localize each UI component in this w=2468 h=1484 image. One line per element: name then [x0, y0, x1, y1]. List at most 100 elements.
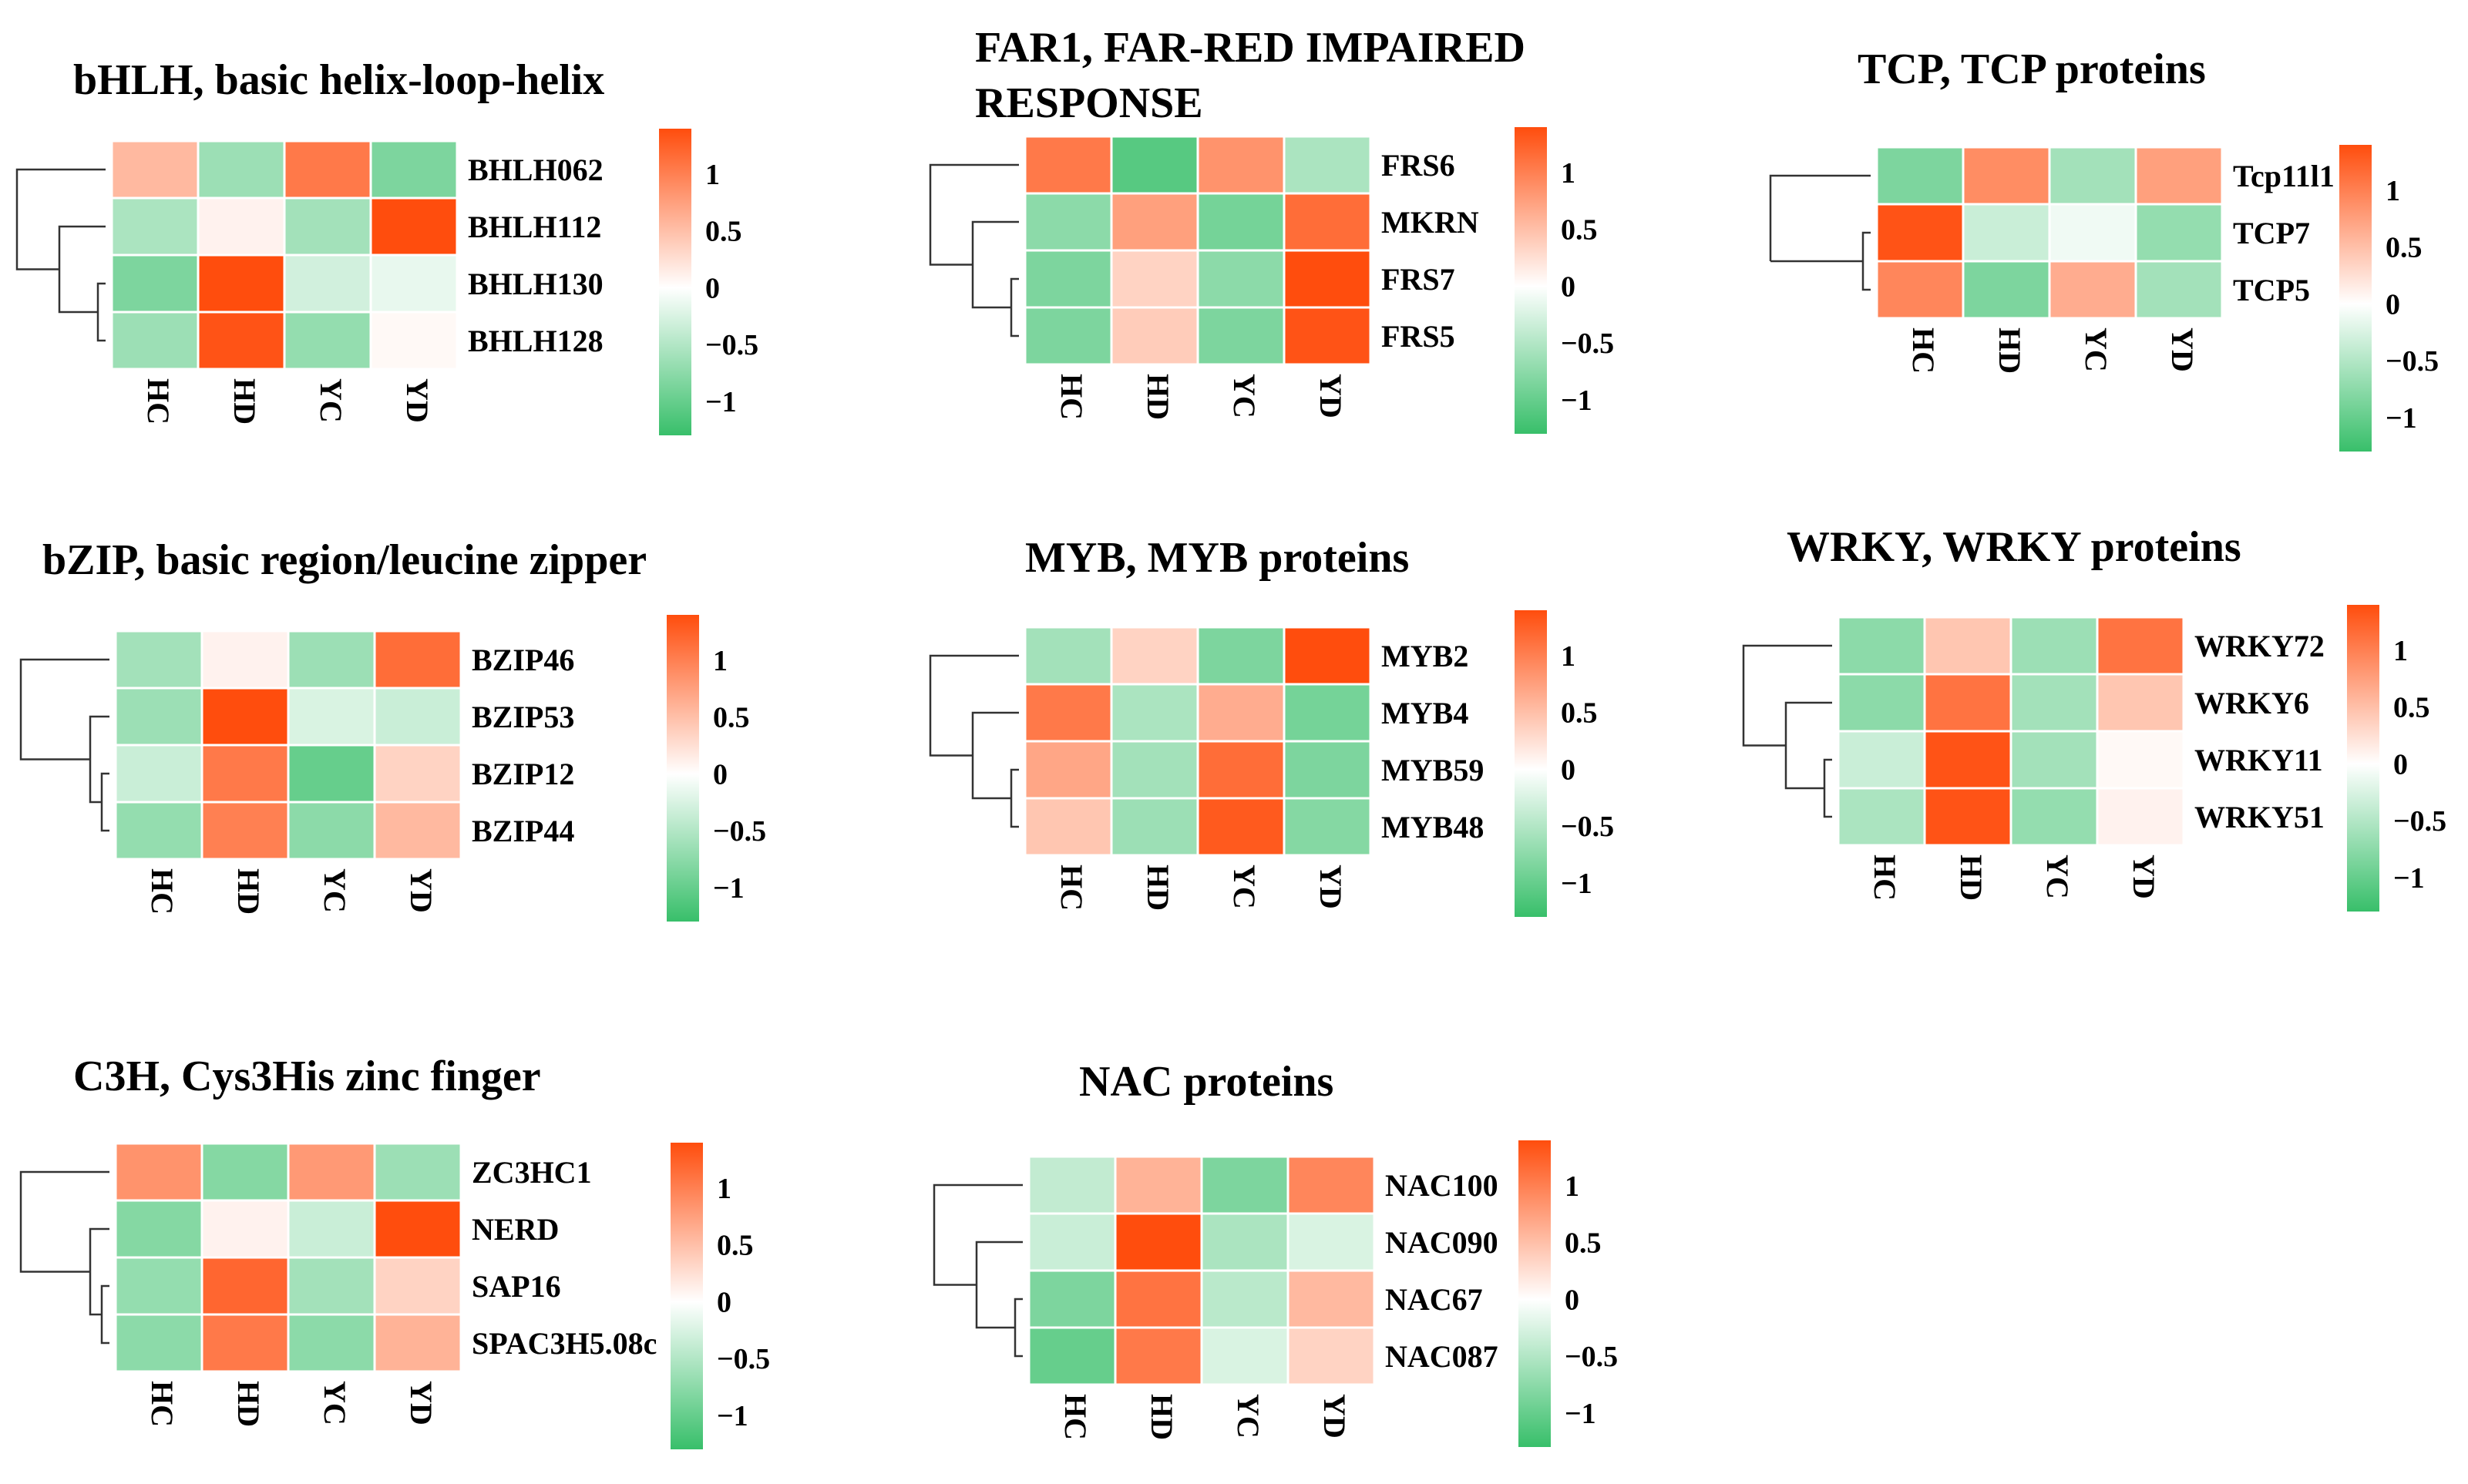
heatmap-cell [1024, 740, 1113, 800]
heatmap-cell [2009, 616, 2099, 676]
heatmap-cell [197, 311, 286, 371]
heatmap-cell [114, 630, 203, 690]
row-label: MYB4 [1381, 696, 1468, 730]
row-label: WRKY11 [2194, 743, 2323, 777]
legend-tick-label: 0 [1565, 1284, 1579, 1316]
panel-title: WRKY, WRKY proteins [1787, 523, 2241, 571]
heatmap-cell [2134, 260, 2224, 320]
column-label: YD [2127, 854, 2161, 899]
heatmap-cell [1024, 626, 1113, 686]
row-dendrogram [19, 1170, 109, 1345]
panel-title: bHLH, basic helix-loop-helix [73, 56, 604, 104]
legend-tick-label: −1 [713, 872, 745, 905]
row-label: NAC100 [1385, 1168, 1498, 1203]
legend-tick-label: −0.5 [1561, 327, 1614, 360]
legend-tick-label: 0 [2393, 748, 2408, 781]
row-dendrogram [929, 163, 1019, 337]
heatmap-cell [283, 139, 372, 200]
legend-tick-label: −1 [1561, 384, 1592, 417]
legend-tick-label: 1 [717, 1173, 731, 1205]
heatmap-cell [287, 744, 376, 804]
heatmap-cell [2134, 146, 2224, 206]
heatmap-panel: C3H, Cys3His zinc finger ZC3HC1 NERD SAP16 S… [19, 1053, 770, 1449]
row-label: NERD [472, 1212, 559, 1247]
row-label: TCP7 [2233, 216, 2310, 250]
heatmap-cell [1283, 249, 1372, 309]
heatmap-cell [114, 1256, 203, 1316]
legend-tick-label: 0.5 [1561, 214, 1598, 247]
heatmap-cell [369, 139, 459, 200]
row-label: WRKY72 [2194, 629, 2325, 663]
legend-tick-label: 0.5 [717, 1230, 754, 1262]
column-label: HD [231, 1381, 266, 1427]
heatmap-cell [1196, 626, 1286, 686]
column-label: YC [1227, 374, 1262, 418]
heatmap-cell [197, 196, 286, 257]
heatmap-cell [1286, 1269, 1376, 1329]
row-dendrogram [1742, 644, 1832, 818]
heatmap-cell [110, 253, 200, 314]
row-label: MYB59 [1381, 753, 1484, 787]
heatmap-cell [287, 630, 376, 690]
heatmap-cell [1837, 787, 1926, 847]
row-label: MKRN [1381, 205, 1479, 240]
panel-title: C3H, Cys3His zinc finger [73, 1053, 541, 1100]
heatmap-cell [1837, 730, 1926, 790]
column-label: HC [145, 1381, 180, 1427]
heatmap-cell [197, 253, 286, 314]
heatmap-cell [1196, 135, 1286, 195]
column-label: HD [1145, 1394, 1179, 1440]
column-label: HC [1906, 327, 1941, 374]
panel-title: NAC proteins [1079, 1058, 1333, 1106]
column-label: YC [1227, 865, 1262, 909]
heatmap-cell [287, 1142, 376, 1202]
heatmap-cell [1110, 135, 1199, 195]
row-dendrogram [929, 654, 1019, 828]
color-legend: 1 0.5 0 −0.5 −1 [667, 615, 766, 922]
heatmap-cell [2096, 730, 2185, 790]
legend-tick-label: 1 [1561, 640, 1575, 673]
panel-title: TCP, TCP proteins [1858, 45, 2206, 93]
heatmap-cell [1923, 616, 2012, 676]
row-label: WRKY6 [2194, 686, 2309, 720]
column-label: YC [314, 378, 348, 423]
heatmap-cell [1196, 683, 1286, 743]
heatmap-cell [1196, 192, 1286, 252]
heatmap-cell [373, 744, 462, 804]
column-label: HC [1054, 865, 1089, 911]
heatmap-cell [110, 196, 200, 257]
heatmap-cell [373, 1142, 462, 1202]
column-label: HD [1141, 865, 1175, 911]
legend-colorbar [659, 129, 691, 435]
heatmap-cell [1027, 1269, 1117, 1329]
legend-tick-label: 0 [2386, 288, 2400, 321]
row-dendrogram [933, 1184, 1023, 1358]
heatmap-cell [1110, 306, 1199, 366]
heatmap-cell [114, 801, 203, 861]
color-legend: 1 0.5 0 −0.5 −1 [659, 129, 758, 435]
legend-tick-label: 0.5 [713, 702, 750, 734]
heatmap-cell [287, 1256, 376, 1316]
row-label: BHLH130 [468, 267, 604, 301]
heatmap-cell [1114, 1269, 1203, 1329]
heatmap-cell [2048, 146, 2137, 206]
row-label: Tcp11l1 [2233, 159, 2335, 193]
legend-tick-label: 1 [2393, 635, 2408, 667]
heatmap-cell [200, 630, 290, 690]
legend-tick-label: −0.5 [705, 329, 758, 361]
color-legend: 1 0.5 0 −0.5 −1 [671, 1143, 770, 1449]
heatmap-cell [1196, 249, 1286, 309]
legend-tick-label: 0.5 [2393, 692, 2430, 724]
row-label: SAP16 [472, 1269, 561, 1304]
heatmap-cell [369, 196, 459, 257]
legend-tick-label: 1 [1561, 157, 1575, 190]
heatmap-cell [1875, 146, 1965, 206]
row-label: BZIP53 [472, 700, 574, 734]
heatmap-cell [1283, 683, 1372, 743]
column-label: HD [1992, 327, 2027, 374]
column-label: HD [231, 868, 266, 915]
row-label: MYB48 [1381, 810, 1484, 844]
legend-colorbar [2339, 145, 2372, 452]
heatmap-cell [283, 253, 372, 314]
row-label: NAC087 [1385, 1339, 1498, 1374]
